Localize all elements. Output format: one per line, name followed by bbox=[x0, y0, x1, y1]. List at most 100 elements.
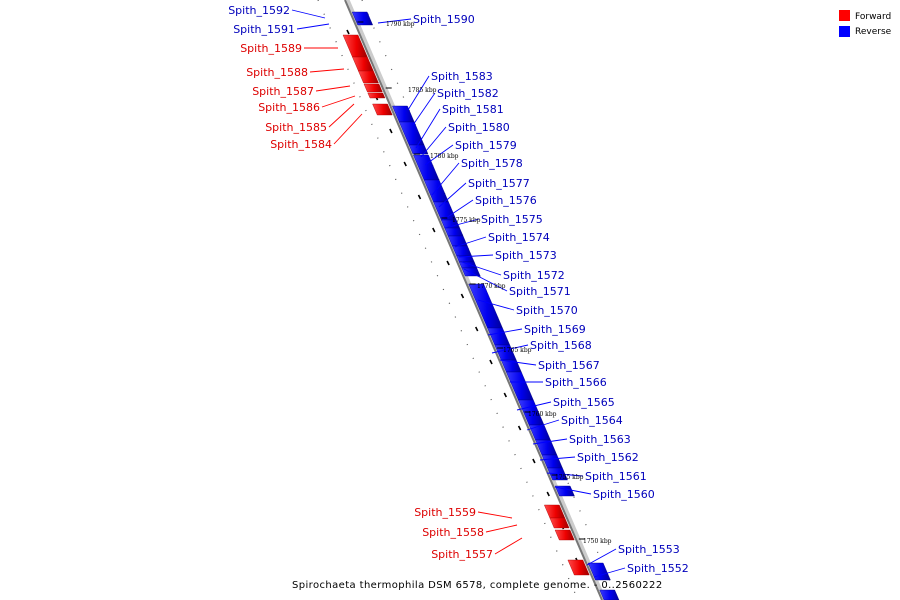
gene-label: Spith_1569 bbox=[524, 323, 586, 336]
scale-dash bbox=[546, 491, 550, 497]
gene-leader-line bbox=[526, 419, 560, 431]
forward-gene-block bbox=[567, 559, 590, 576]
gene-label: Spith_1559 bbox=[414, 506, 476, 519]
gene-leader-lines bbox=[291, 9, 626, 578]
kbp-tick-label: 1790 kbp bbox=[386, 21, 415, 28]
gene-leader-line bbox=[491, 344, 529, 354]
gene-label: Spith_1587 bbox=[252, 85, 314, 98]
reverse-gene-block bbox=[351, 11, 374, 26]
gene-leader-line bbox=[431, 162, 460, 196]
gene-label: Spith_1570 bbox=[516, 304, 578, 317]
reverse-gene-block bbox=[599, 589, 620, 600]
reverse-gene-block bbox=[444, 227, 464, 237]
reverse-gene-block bbox=[554, 485, 575, 497]
gene-leader-line bbox=[593, 567, 626, 578]
kbp-tick-label: 1785 kbp bbox=[408, 87, 437, 94]
forward-gene-block bbox=[549, 517, 570, 529]
gene-label: Spith_1590 bbox=[413, 13, 475, 26]
kbp-tick-label: 1775 kbp bbox=[452, 217, 481, 224]
gene-leader-line bbox=[458, 254, 494, 258]
forward-gene-block bbox=[363, 83, 383, 93]
scale-dash bbox=[517, 425, 522, 431]
gene-leader-line bbox=[554, 486, 592, 495]
gene-leader-line bbox=[477, 511, 513, 519]
forward-gene-block bbox=[554, 529, 575, 541]
forward-gene-block bbox=[358, 70, 379, 84]
gene-labels: Spith_1592 Spith_1591 Spith_1590 Spith_1589… bbox=[228, 4, 689, 575]
gene-label: Spith_1558 bbox=[422, 526, 484, 539]
gene-leader-line bbox=[296, 23, 330, 30]
scale-dash bbox=[489, 359, 493, 365]
gene-leader-line bbox=[377, 18, 412, 24]
gene-label: Spith_1575 bbox=[481, 213, 543, 226]
kbp-tick-label: 1750 kbp bbox=[583, 538, 612, 545]
gene-leader-line bbox=[485, 524, 518, 533]
legend-forward-swatch bbox=[839, 10, 850, 21]
gene-leader-line bbox=[499, 359, 537, 366]
gene-label: Spith_1574 bbox=[488, 231, 550, 244]
gene-leader-line bbox=[315, 85, 351, 92]
scale-dash bbox=[403, 161, 407, 167]
scale-dash bbox=[346, 29, 350, 35]
gene-leader-line bbox=[463, 268, 508, 292]
kbp-tick-label: 1770 kbp bbox=[477, 283, 506, 290]
gene-label: Spith_1588 bbox=[246, 66, 308, 79]
gene-label: Spith_1562 bbox=[577, 451, 639, 464]
scale-dash bbox=[460, 293, 465, 299]
gene-label: Spith_1571 bbox=[509, 285, 571, 298]
kbp-tick-label: 1765 kbp bbox=[503, 347, 532, 354]
gene-leader-line bbox=[539, 456, 576, 461]
gene-label: Spith_1560 bbox=[593, 488, 655, 501]
gene-leader-line bbox=[412, 92, 436, 126]
genome-caption: Spirochaeta thermophila DSM 6578, comple… bbox=[292, 580, 663, 591]
gene-leader-line bbox=[415, 108, 441, 149]
reverse-gene-block bbox=[587, 562, 611, 581]
gene-label: Spith_1578 bbox=[461, 157, 523, 170]
reverse-gene-block bbox=[408, 144, 429, 155]
gene-label: Spith_1581 bbox=[442, 103, 504, 116]
gene-leader-line bbox=[532, 438, 568, 445]
gene-leader-line bbox=[420, 126, 447, 158]
gene-leader-line bbox=[291, 9, 326, 19]
legend: Forward Reverse bbox=[839, 10, 892, 37]
gene-label: Spith_1582 bbox=[437, 87, 499, 100]
gene-label: Spith_1561 bbox=[585, 470, 647, 483]
gene-label: Spith_1572 bbox=[503, 269, 565, 282]
gene-leader-line bbox=[407, 75, 430, 111]
gene-label: Spith_1568 bbox=[530, 339, 592, 352]
forward-gene-block bbox=[367, 92, 386, 99]
scale-dash bbox=[417, 194, 422, 200]
gene-leader-line bbox=[516, 401, 552, 411]
gene-label: Spith_1586 bbox=[258, 101, 320, 114]
gene-leader-line bbox=[546, 472, 584, 477]
legend-forward-label: Forward bbox=[855, 12, 891, 22]
gene-label: Spith_1557 bbox=[431, 548, 493, 561]
reverse-gene-block bbox=[468, 283, 503, 329]
gene-leader-line bbox=[487, 328, 523, 336]
reverse-gene-block bbox=[458, 261, 478, 269]
gene-leader-line bbox=[321, 95, 356, 108]
gene-label: Spith_1565 bbox=[553, 396, 615, 409]
gene-leader-line bbox=[461, 261, 502, 276]
kbp-tick-label: 1755 kbp bbox=[555, 474, 584, 481]
gene-label: Spith_1583 bbox=[431, 70, 493, 83]
gene-leader-line bbox=[424, 144, 454, 166]
gene-label: Spith_1579 bbox=[455, 139, 517, 152]
gene-label: Spith_1580 bbox=[448, 121, 510, 134]
gene-leader-line bbox=[454, 236, 487, 248]
gene-leader-line bbox=[328, 103, 355, 128]
genome-backbone bbox=[344, 0, 603, 600]
forward-gene-block bbox=[372, 103, 393, 116]
scale-dash bbox=[474, 326, 479, 332]
gene-label: Spith_1552 bbox=[627, 562, 689, 575]
gene-label: Spith_1585 bbox=[265, 121, 327, 134]
gene-label: Spith_1589 bbox=[240, 42, 302, 55]
gene-leader-line bbox=[309, 68, 345, 73]
gene-label: Spith_1592 bbox=[228, 4, 290, 17]
kbp-tick-label: 1760 kbp bbox=[528, 411, 557, 418]
scale-dash bbox=[446, 260, 450, 266]
gene-leader-line bbox=[477, 299, 515, 311]
gene-label: Spith_1576 bbox=[475, 194, 537, 207]
gene-leader-line bbox=[333, 113, 363, 145]
